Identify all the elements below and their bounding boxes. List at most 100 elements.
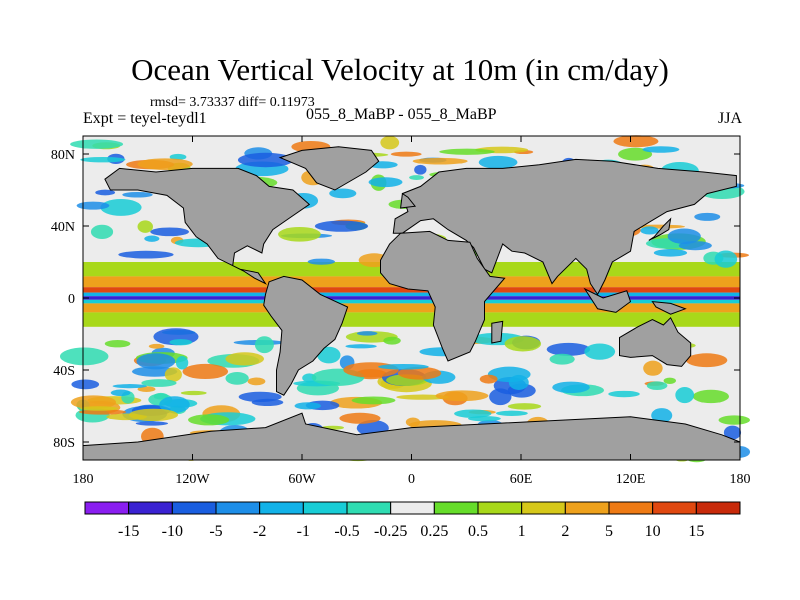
velocity-blob — [397, 366, 442, 380]
velocity-blob — [663, 377, 676, 384]
velocity-blob — [136, 353, 176, 370]
velocity-blob — [225, 372, 249, 385]
colorbar-swatch — [84, 501, 130, 515]
land-africa — [380, 230, 506, 362]
velocity-blob — [329, 188, 357, 199]
velocity-blob — [137, 220, 153, 233]
experiment-label: Expt = teyel-teydl1 — [83, 110, 207, 127]
colorbar-swatch — [521, 501, 566, 515]
velocity-blob — [549, 353, 575, 365]
velocity-blob — [128, 408, 179, 422]
colorbar-swatch — [695, 501, 741, 515]
colorbar-label: -5 — [209, 523, 222, 540]
band-equator — [83, 296, 740, 300]
colorbar-label: 1 — [518, 523, 526, 540]
y-tick-label: 0 — [68, 292, 75, 307]
velocity-blob — [714, 250, 738, 268]
land-antarctica — [82, 412, 741, 461]
velocity-blob — [694, 212, 721, 221]
velocity-blob — [150, 227, 190, 237]
velocity-blob — [80, 406, 118, 411]
velocity-blob — [618, 147, 653, 161]
velocity-blob — [378, 363, 429, 370]
velocity-blob — [546, 342, 591, 356]
velocity-blob — [651, 408, 673, 423]
velocity-blob — [237, 152, 294, 168]
velocity-blob — [642, 146, 680, 153]
velocity-blob — [78, 409, 127, 415]
season-label: JJA — [717, 110, 742, 127]
velocity-blob — [95, 189, 116, 196]
velocity-blob — [608, 390, 640, 398]
velocity-blob — [613, 135, 659, 148]
colorbar-swatch — [477, 501, 523, 515]
velocity-blob — [225, 352, 265, 366]
velocity-blob — [59, 347, 109, 366]
velocity-blob — [118, 250, 174, 259]
velocity-blob — [247, 377, 266, 386]
velocity-blob — [317, 346, 341, 364]
velocity-blob — [414, 164, 427, 175]
velocity-blob — [141, 379, 177, 387]
velocity-blob — [238, 391, 282, 402]
velocity-blob — [144, 235, 160, 242]
colorbar-swatch — [215, 501, 261, 515]
velocity-blob — [137, 386, 156, 392]
velocity-blob — [653, 249, 688, 257]
velocity-blob — [380, 135, 400, 150]
velocity-blob — [80, 156, 126, 163]
run-label: 055_8_MaBP - 055_8_MaBP — [306, 106, 497, 123]
velocity-blob — [254, 336, 274, 354]
colorbar-label: 0.25 — [420, 523, 448, 540]
land-masses — [82, 146, 741, 461]
velocity-blob — [110, 389, 131, 397]
velocity-blob — [70, 395, 117, 410]
velocity-blob — [454, 409, 492, 418]
velocity-blob — [504, 336, 542, 352]
land-madagascar — [491, 320, 504, 344]
velocity-blob — [164, 367, 182, 382]
y-tick-label: 80N — [51, 148, 75, 163]
velocity-blob — [148, 343, 165, 349]
colorbar-label: 2 — [561, 523, 569, 540]
chart-title: Ocean Vertical Velocity at 10m (in cm/da… — [131, 52, 669, 87]
velocity-blob — [692, 389, 730, 404]
colorbar-label: 15 — [688, 523, 704, 540]
colorbar-label: -10 — [162, 523, 183, 540]
velocity-blob — [479, 374, 498, 384]
colorbar: -15 -10 -5 -2 -1 -0.5 -0.25 0.25 0.5 1 2 5 10 15 — [84, 501, 741, 540]
velocity-blob — [552, 381, 590, 394]
velocity-blob — [169, 153, 187, 161]
velocity-blob — [314, 220, 369, 232]
colorbar-label: -0.25 — [374, 523, 407, 540]
velocity-blob — [718, 415, 750, 425]
colorbar-swatch — [652, 501, 697, 515]
velocity-blob — [76, 201, 110, 210]
colorbar-label: -15 — [118, 523, 139, 540]
y-tick-label: 80S — [53, 436, 75, 451]
velocity-blob — [487, 366, 531, 383]
y-tick-label: 40N — [51, 220, 75, 235]
land-new-guinea — [651, 300, 687, 315]
land-north-america — [104, 167, 311, 285]
colorbar-swatch — [608, 501, 654, 515]
land-japan — [648, 217, 672, 241]
velocity-blob — [104, 340, 131, 348]
velocity-blob — [675, 386, 695, 404]
x-tick-label: 120E — [616, 472, 646, 487]
velocity-blob — [112, 384, 147, 389]
y-tick-label: 40S — [53, 364, 75, 379]
velocity-blob — [159, 396, 190, 413]
stats-label: rmsd= 3.73337 diff= 0.11973 — [150, 95, 315, 110]
band-equator-south — [83, 299, 740, 304]
colorbar-swatch — [171, 501, 217, 515]
colorbar-label: 5 — [605, 523, 613, 540]
x-tick-label: 60W — [288, 472, 316, 487]
velocity-blob — [383, 336, 401, 345]
band-equator-north — [83, 292, 740, 297]
land-south-america — [263, 275, 349, 396]
colorbar-swatch — [390, 501, 435, 515]
x-tick-label: 180 — [730, 472, 751, 487]
velocity-blob — [390, 151, 422, 157]
